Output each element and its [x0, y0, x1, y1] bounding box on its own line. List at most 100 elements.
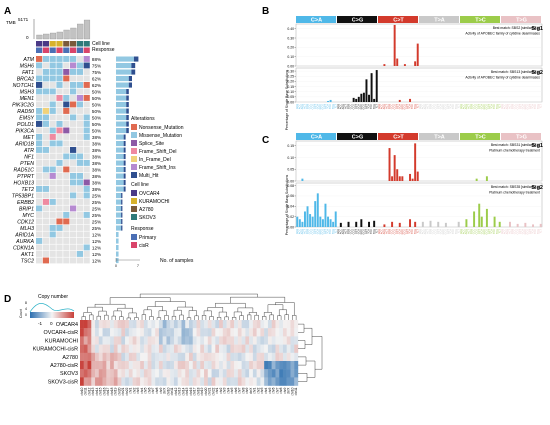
context-label: TCG [496, 229, 499, 234]
row-dendrogram-branch [312, 336, 323, 370]
context-label: TCT [334, 228, 337, 233]
category-band [460, 133, 500, 140]
heatmap-cell [260, 328, 265, 337]
legend-tick-1: 1 [62, 321, 65, 326]
tmb-bar [49, 32, 57, 40]
percent-label: 38% [92, 187, 101, 192]
context-label: GCC [360, 104, 363, 110]
context-label: GCT [365, 103, 368, 109]
gene-label: NOTCH1 [13, 83, 34, 89]
heatmap-cell [211, 369, 216, 378]
dendrogram-branch [147, 306, 163, 311]
heatmap-cell [125, 352, 130, 362]
heatmap-cell [147, 336, 152, 345]
sample-count-bar-multi [121, 193, 123, 199]
oncoprint-cell [70, 147, 77, 153]
oncoprint-cell [63, 153, 70, 160]
oncoprint-cell [83, 199, 90, 205]
signature-frame [295, 140, 543, 182]
y-tick-label: 0.20 [287, 46, 294, 50]
heatmap-col-label: chr9 [283, 387, 287, 393]
heatmap-cell [200, 320, 205, 329]
heatmap-col-labels: chr10 chr11 chr12 chr13 chr14 chr15 chr16 chr17… [80, 387, 298, 396]
context-label: TCT [539, 228, 542, 233]
oncoprint-cell [76, 127, 83, 134]
panel-c-x-labels: ACA ACC ACG ACT CCA CCC CCG CCT GCA GCC GCG GCT TCA T… [296, 228, 542, 234]
dendrogram-branch [216, 317, 222, 320]
oncoprint-cell [63, 225, 70, 231]
heatmap-cell [279, 361, 284, 370]
tmb-bar [56, 31, 63, 40]
signature-bar [334, 211, 337, 227]
oncoprint-cell [49, 134, 56, 140]
dendrogram-branch [201, 315, 207, 320]
context-label: ACA [460, 229, 463, 234]
heatmap-row-label: OVCAR4 [56, 322, 78, 328]
oncoprint-cell [70, 121, 77, 127]
oncoprint-cell [76, 251, 83, 257]
heatmap-cell [151, 328, 156, 337]
heatmap-cell [91, 369, 96, 378]
oncoprint-cell [63, 173, 70, 179]
heatmap-col-label: chr10 [290, 387, 294, 395]
heatmap-cell [113, 369, 118, 378]
heatmap-cell [294, 377, 299, 386]
heatmap-cell [222, 328, 227, 337]
heatmap-cell [234, 361, 239, 370]
heatmap-cell [128, 336, 133, 345]
sample-count-bar-multi [123, 154, 126, 160]
category-name: T>G [516, 135, 527, 141]
sample-count-bar [116, 82, 129, 88]
context-label: GCT [365, 228, 368, 234]
heatmap-cell [143, 352, 148, 362]
heatmap-col-label: chr19 [200, 387, 204, 395]
context-label: ACC [462, 229, 465, 234]
context-label: CCG [516, 104, 519, 109]
legend-tick-0: 0 [50, 321, 53, 326]
percent-labels: 88%75%75%62%62%50%50%50%50%50%50%50%38%3… [92, 57, 101, 263]
heatmap-cell [196, 328, 201, 337]
signature-bar [321, 219, 324, 227]
heatmap-cell [207, 352, 212, 362]
sample-count-bar-multi [126, 102, 129, 108]
y-tick-label: 0.06 [287, 194, 294, 198]
percent-label: 50% [92, 109, 101, 114]
signature-bar [393, 24, 396, 66]
heatmap-cell [234, 344, 239, 353]
heatmap-cell [121, 344, 126, 353]
oncoprint-cell [76, 153, 83, 160]
heatmap-row-label: OVCAR4-cisR [44, 330, 79, 336]
oncoprint-cell [76, 75, 83, 82]
signature-bar [368, 221, 371, 227]
category-band [337, 16, 377, 23]
percent-label: 12% [92, 245, 101, 250]
context-label: ACA [378, 229, 381, 234]
percent-label: 25% [92, 213, 101, 218]
sample-count-bar [116, 199, 122, 205]
context-label: GCG [527, 104, 530, 110]
category-name: C>T [393, 135, 404, 141]
heatmap-cell [260, 377, 265, 386]
context-label: GCA [521, 229, 524, 235]
heatmap-cell [110, 352, 115, 362]
percent-label: 62% [92, 83, 101, 88]
dendrogram-branch [239, 315, 244, 320]
category-name: C>A [311, 135, 322, 141]
heatmap-cell [132, 369, 137, 378]
heatmap-cell [158, 320, 163, 329]
cell-line-cell [36, 41, 43, 47]
context-label: ACC [380, 104, 383, 109]
response-track [36, 47, 90, 53]
heatmap-cell [196, 361, 201, 370]
heatmap-cell [200, 344, 205, 353]
context-label: GCA [480, 104, 483, 110]
heatmap-cell [185, 377, 190, 386]
context-label: GCA [439, 229, 442, 235]
panel-b-letter: B [262, 6, 269, 17]
dendrogram-branch [139, 293, 258, 298]
context-label: GCC [483, 229, 486, 235]
cell-line-name: KURAMOCHI [139, 199, 170, 205]
oncoprint-cell [63, 75, 70, 82]
y-tick-label: 0.05 [287, 168, 294, 172]
samples-axis-max: 7 [137, 264, 139, 268]
